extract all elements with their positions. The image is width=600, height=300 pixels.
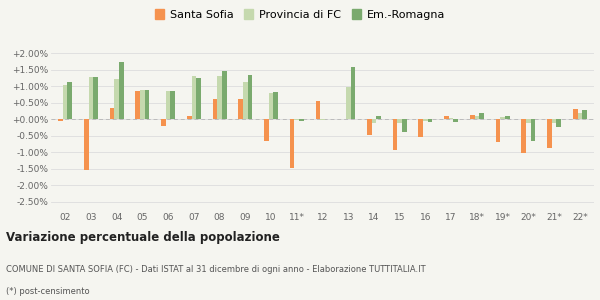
Bar	[582, 110, 587, 119]
Bar	[238, 99, 243, 119]
Bar	[93, 77, 98, 119]
Bar	[341, 118, 346, 119]
Bar	[161, 119, 166, 126]
Bar	[89, 77, 93, 119]
Bar	[418, 119, 423, 137]
Bar	[371, 119, 376, 122]
Bar	[475, 116, 479, 119]
Bar	[526, 119, 530, 122]
Legend: Santa Sofia, Provincia di FC, Em.-Romagna: Santa Sofia, Provincia di FC, Em.-Romagn…	[153, 7, 447, 22]
Bar	[217, 76, 222, 119]
Bar	[170, 91, 175, 119]
Bar	[243, 82, 248, 119]
Bar	[346, 87, 350, 119]
Bar	[248, 75, 252, 119]
Bar	[470, 115, 475, 119]
Bar	[454, 119, 458, 122]
Bar	[547, 119, 552, 148]
Bar	[521, 119, 526, 153]
Bar	[573, 109, 578, 119]
Bar	[264, 119, 269, 141]
Bar	[444, 116, 449, 119]
Bar	[449, 118, 454, 119]
Bar	[397, 119, 402, 122]
Bar	[136, 91, 140, 119]
Bar	[423, 119, 428, 121]
Bar	[316, 101, 320, 119]
Bar	[84, 119, 89, 170]
Bar	[67, 82, 72, 119]
Bar	[274, 92, 278, 119]
Bar	[295, 119, 299, 120]
Bar	[290, 119, 295, 168]
Bar	[269, 93, 274, 119]
Bar	[367, 119, 371, 135]
Bar	[530, 119, 535, 141]
Bar	[496, 119, 500, 142]
Bar	[350, 68, 355, 119]
Text: (*) post-censimento: (*) post-censimento	[6, 287, 89, 296]
Bar	[505, 116, 509, 119]
Bar	[428, 119, 433, 122]
Bar	[299, 119, 304, 121]
Bar	[212, 99, 217, 119]
Bar	[63, 85, 67, 119]
Bar	[222, 71, 227, 119]
Text: Variazione percentuale della popolazione: Variazione percentuale della popolazione	[6, 232, 280, 244]
Bar	[552, 119, 556, 123]
Bar	[578, 113, 582, 119]
Bar	[479, 113, 484, 119]
Bar	[187, 116, 191, 119]
Bar	[191, 76, 196, 119]
Text: COMUNE DI SANTA SOFIA (FC) - Dati ISTAT al 31 dicembre di ogni anno - Elaborazio: COMUNE DI SANTA SOFIA (FC) - Dati ISTAT …	[6, 265, 425, 274]
Bar	[145, 90, 149, 119]
Bar	[140, 90, 145, 119]
Bar	[110, 108, 115, 119]
Bar	[376, 116, 381, 119]
Bar	[320, 119, 325, 120]
Bar	[196, 78, 201, 119]
Bar	[119, 62, 124, 119]
Bar	[58, 119, 63, 121]
Bar	[556, 119, 561, 127]
Bar	[393, 119, 397, 150]
Bar	[500, 117, 505, 119]
Bar	[166, 91, 170, 119]
Bar	[115, 79, 119, 119]
Bar	[402, 119, 407, 132]
